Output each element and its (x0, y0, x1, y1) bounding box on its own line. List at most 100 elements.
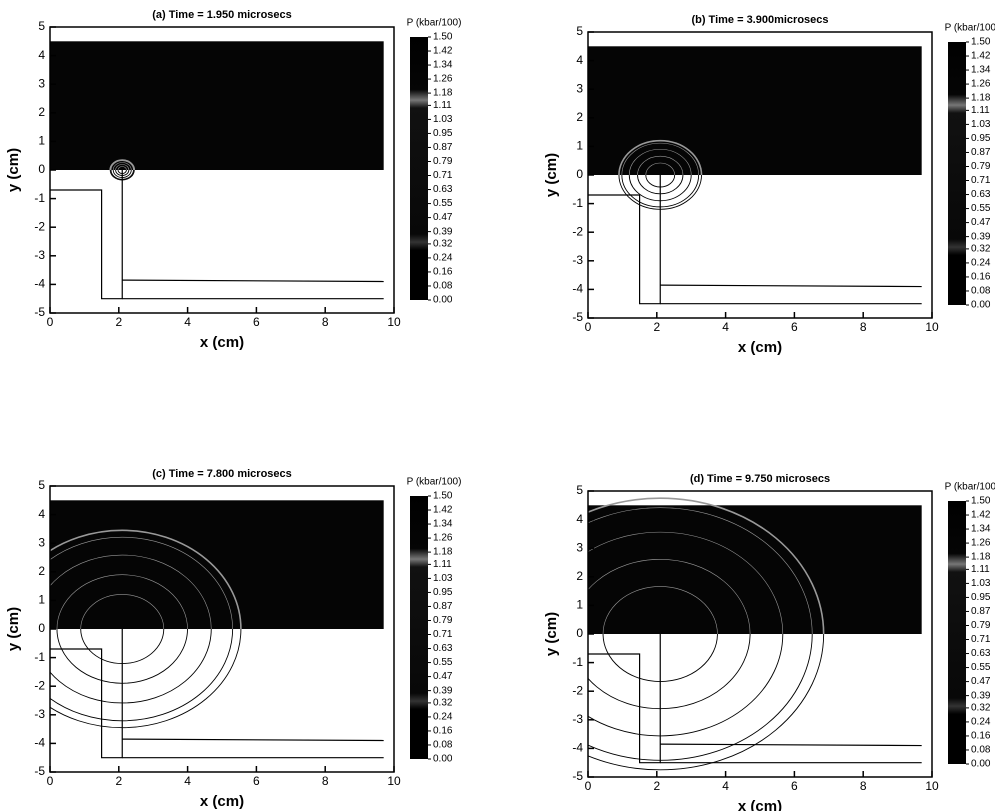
y-tick-label: 5 (38, 19, 45, 33)
y-tick-label: 5 (576, 24, 583, 38)
x-tick-label: 4 (722, 779, 729, 793)
y-tick-label: 0 (576, 167, 583, 181)
x-tick-label: 6 (253, 774, 260, 788)
y-tick-label: 1 (38, 134, 45, 148)
y-tick-label: 0 (576, 626, 583, 640)
colorbar-tick-label: 0.24 (971, 258, 991, 269)
colorbar-tick-label: 1.34 (971, 524, 991, 535)
contour-line (115, 164, 130, 171)
colorbar-tick-label: 0.47 (971, 676, 991, 687)
colorbar-tick-label: 1.50 (971, 37, 991, 48)
colorbar-tick-label: 1.26 (433, 74, 453, 85)
x-tick-label: 6 (791, 779, 798, 793)
x-tick-label: 0 (47, 315, 54, 329)
contour-line (637, 155, 684, 176)
colorbar-tick-label: 0.87 (433, 601, 453, 612)
y-tick-label: 1 (576, 598, 583, 612)
colorbar-tick-label: 0.79 (433, 156, 453, 167)
x-axis-label: x (cm) (200, 334, 244, 351)
x-tick-label: 8 (860, 779, 867, 793)
colorbar-tick-label: 0.08 (433, 740, 453, 751)
colorbar (948, 42, 966, 305)
colorbar-tick-label: 1.03 (971, 578, 991, 589)
y-tick-label: 2 (38, 105, 45, 119)
contour-line (588, 558, 751, 635)
colorbar-tick-label: 1.42 (433, 46, 453, 57)
y-tick-label: -4 (34, 277, 45, 291)
y-tick-label: -1 (572, 196, 583, 210)
colorbar-tick-label: 0.63 (971, 648, 991, 659)
colorbar-tick-label: 1.42 (433, 505, 453, 516)
colorbar-tick-label: 0.95 (971, 133, 991, 144)
x-tick-label: 2 (115, 315, 122, 329)
colorbar-tick-label: 1.11 (971, 564, 990, 575)
shock-contours (618, 139, 703, 210)
contour-line (112, 162, 132, 171)
contour-line (110, 160, 134, 171)
y-tick-label: -4 (34, 736, 45, 750)
contour-line (50, 554, 212, 630)
y-tick-label: 3 (576, 540, 583, 554)
y-tick-label: -4 (572, 741, 583, 755)
y-tick-label: 2 (38, 564, 45, 578)
y-axis-label: y (cm) (543, 153, 560, 197)
panel-title: (c) Time = 7.800 microsecs (152, 468, 292, 480)
y-tick-label: -3 (572, 253, 583, 267)
colorbar-tick-label: 0.16 (433, 267, 453, 278)
y-tick-label: 4 (576, 53, 583, 67)
colorbar-tick-label: 1.03 (433, 573, 453, 584)
colorbar-tick-label: 1.18 (433, 88, 453, 99)
colorbar-tick-label: 0.32 (433, 239, 453, 250)
y-tick-label: -5 (34, 305, 45, 319)
colorbar-tick-label: 1.50 (433, 32, 453, 43)
panel: (a) Time = 1.950 microsecs x (cm) y (cm) 0 2… (5, 9, 461, 351)
x-tick-label: 2 (653, 320, 660, 334)
colorbar-tick-label: 0.00 (433, 295, 453, 306)
colorbar-tick-label: 0.16 (971, 731, 991, 742)
y-tick-label: -1 (34, 191, 45, 205)
x-tick-label: 10 (387, 774, 401, 788)
colorbar-tick-label: 0.00 (433, 754, 453, 765)
x-axis-label: x (cm) (738, 339, 782, 356)
colorbar-label: P (kbar/100) (407, 18, 462, 29)
y-tick-label: -5 (572, 769, 583, 783)
x-tick-label: 0 (585, 320, 592, 334)
colorbar-tick-label: 0.16 (971, 272, 991, 283)
colorbar-tick-label: 1.18 (971, 552, 991, 563)
x-tick-label: 10 (925, 320, 939, 334)
y-tick-label: -1 (572, 655, 583, 669)
colorbar-tick-label: 0.87 (433, 142, 453, 153)
colorbar (948, 501, 966, 764)
colorbar-tick-label: 1.11 (971, 105, 990, 116)
y-tick-label: 0 (38, 162, 45, 176)
colorbar-tick-label: 0.39 (971, 690, 991, 701)
colorbar-tick-label: 0.71 (971, 634, 991, 645)
colorbar-tick-label: 1.34 (971, 65, 991, 76)
x-tick-label: 4 (722, 320, 729, 334)
colorbar-tick-label: 0.95 (433, 587, 453, 598)
colorbar-tick-label: 0.08 (971, 745, 991, 756)
plate-outline (122, 279, 384, 300)
colorbar-tick-label: 0.79 (971, 161, 991, 172)
colorbar-tick-label: 0.71 (433, 629, 453, 640)
colorbar-tick-label: 0.32 (971, 703, 991, 714)
pressure-field (50, 41, 384, 170)
pressure-field (50, 500, 384, 629)
colorbar-tick-label: 1.03 (433, 114, 453, 125)
y-tick-label: -4 (572, 282, 583, 296)
charge-outline (50, 170, 123, 300)
x-tick-label: 0 (585, 779, 592, 793)
contour-line (50, 536, 233, 630)
colorbar-tick-label: 1.18 (971, 93, 991, 104)
y-axis-label: y (cm) (543, 612, 560, 656)
x-tick-label: 2 (653, 779, 660, 793)
y-tick-label: -2 (572, 224, 583, 238)
y-tick-label: 4 (38, 507, 45, 521)
colorbar-tick-label: 0.95 (971, 592, 991, 603)
colorbar (410, 496, 428, 759)
colorbar-tick-label: 0.16 (433, 726, 453, 737)
charge-outline (50, 629, 123, 759)
colorbar-tick-label: 1.03 (971, 119, 991, 130)
contour-line (628, 149, 692, 176)
contour-line (80, 594, 165, 630)
